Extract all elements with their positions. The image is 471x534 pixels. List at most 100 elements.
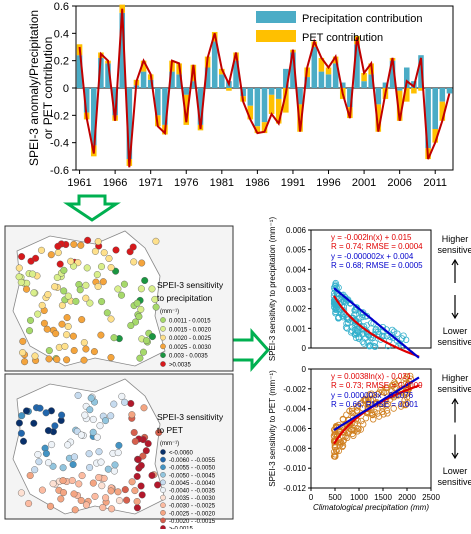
station-dot [129, 243, 137, 251]
map-legend-dot [160, 487, 166, 493]
data-point [391, 328, 398, 335]
station-dot [144, 440, 152, 448]
lower-sensitive-label: Lower [443, 326, 468, 336]
legend-label-pet: PET contribution [302, 32, 383, 44]
higher-sensitive-label: sensitive [437, 384, 471, 394]
precip-bar [304, 77, 310, 88]
legend-label-precip: Precipitation contribution [302, 13, 422, 25]
station-dot [53, 355, 61, 363]
data-point [380, 389, 388, 396]
map-legend-label: 0.0025 - 0.0030 [169, 345, 212, 351]
data-point [352, 311, 359, 318]
data-point [383, 384, 391, 391]
map-legend-label: >0.0035 [169, 363, 192, 369]
station-dot [82, 294, 90, 302]
data-point [355, 334, 362, 341]
map-legend-unit: (mm⁻¹) [160, 441, 179, 447]
data-point [348, 408, 356, 415]
precip-bar [261, 88, 268, 123]
precip-sensitivity-scatter: 0.006 0.005 0.004 0.003 0.002 0.001 0 SPEI-3 se… [268, 217, 471, 362]
map-legend-label: -0.0025 - -0.0020 [169, 511, 216, 517]
precip-bar [211, 41, 218, 88]
station-dot [131, 487, 139, 495]
station-dot [114, 449, 122, 457]
station-dot [95, 448, 103, 456]
fit-line-linear [333, 287, 420, 359]
station-dot [15, 419, 23, 427]
map-legend-dot [160, 449, 166, 455]
data-point [348, 419, 356, 427]
data-point [343, 434, 351, 441]
station-dot [112, 246, 120, 254]
station-dot [78, 472, 86, 480]
station-dot [135, 313, 143, 321]
precip-bar [396, 88, 403, 91]
station-dot [77, 431, 85, 439]
x-tick-label: 1966 [103, 177, 127, 189]
precip-sensitivity-map: SPEI-3 sensitivity to precipitation (mm⁻¹)… [4, 225, 234, 372]
x-tick-label: 1986 [245, 177, 269, 189]
data-point [378, 402, 386, 409]
station-dot [23, 407, 31, 415]
data-point [365, 399, 372, 406]
precip-bar [297, 88, 303, 105]
station-dot [63, 331, 71, 339]
x-tick-label: 1000 [350, 493, 368, 502]
station-dot [30, 419, 38, 427]
precip-bar [204, 67, 211, 88]
station-dot [115, 497, 123, 505]
station-dot [57, 495, 65, 503]
data-point [368, 392, 375, 399]
pet-bar [254, 126, 261, 134]
data-point [354, 408, 361, 415]
station-dot [36, 404, 44, 412]
map-legend-dot [160, 525, 166, 531]
map-legend-label: -0.0035 - -0.0030 [169, 496, 216, 502]
data-point [338, 440, 345, 447]
fit-stats-linear: R = 0.66; RMSE = 0.001 [331, 400, 419, 409]
fit-equation-log: y = 0.0038ln(x) - 0.031 [331, 372, 412, 381]
station-dot [140, 404, 148, 412]
station-dot [31, 466, 39, 474]
station-dot [138, 259, 146, 267]
precip-bar [119, 12, 126, 88]
precip-bar [176, 74, 182, 88]
station-dot [118, 392, 126, 400]
station-dot [139, 452, 147, 460]
y-tick-label: 0.4 [54, 28, 69, 40]
station-dot [91, 492, 99, 500]
arrow-head-up [451, 397, 459, 405]
y-axis-label: SPEI-3 sensitivity to precipitation (mm⁻… [268, 217, 277, 362]
map-legend-label: -0.0060 - -0.0055 [169, 458, 216, 464]
station-dot [96, 422, 104, 430]
data-point [342, 299, 350, 306]
station-dot [17, 489, 25, 497]
pet-bar [432, 129, 438, 143]
station-dot [87, 394, 95, 402]
x-tick-label: 0 [309, 493, 314, 502]
station-dot [137, 462, 145, 470]
precip-bar [283, 68, 289, 88]
station-dot [27, 316, 35, 324]
station-dot [133, 504, 141, 512]
station-dot [69, 332, 77, 340]
data-point [345, 316, 352, 323]
map-legend-dot [160, 509, 166, 516]
data-point [374, 390, 381, 398]
station-dot [75, 480, 83, 488]
y-tick-label: 0.002 [286, 305, 307, 314]
station-dot [152, 237, 160, 245]
station-dot [60, 287, 68, 295]
station-dot [80, 339, 88, 347]
map-legend-label: 0.003 - 0.0035 [169, 354, 208, 360]
station-dot [151, 295, 159, 303]
precip-bar [233, 60, 239, 88]
station-dot [82, 501, 90, 509]
station-dot [18, 412, 26, 420]
map-legend-dot [160, 494, 166, 501]
map-legend-label: 0.0020 - 0.0025 [169, 336, 212, 342]
station-dot [94, 238, 102, 246]
